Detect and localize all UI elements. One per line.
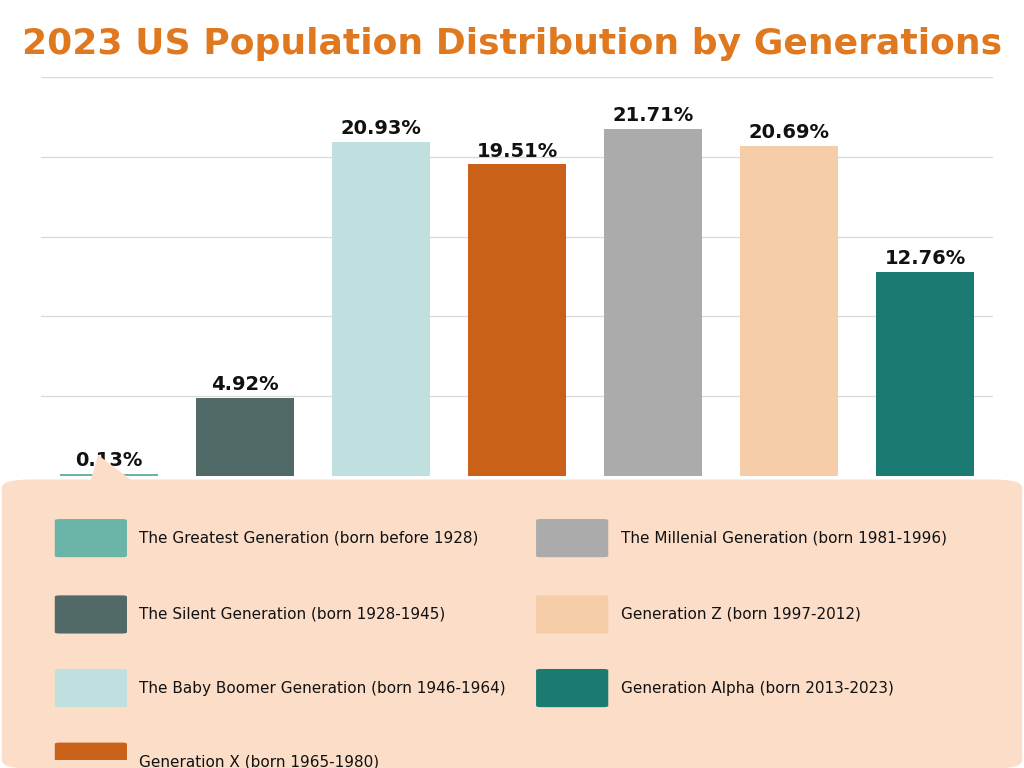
- FancyBboxPatch shape: [54, 519, 127, 558]
- Text: Generation Alpha (born 2013-2023): Generation Alpha (born 2013-2023): [621, 680, 894, 696]
- Polygon shape: [88, 455, 141, 488]
- Text: Generation Z (born 1997-2012): Generation Z (born 1997-2012): [621, 607, 860, 622]
- FancyBboxPatch shape: [54, 669, 127, 707]
- Text: 20.69%: 20.69%: [749, 123, 829, 141]
- Bar: [60, 474, 158, 476]
- Text: 20.93%: 20.93%: [341, 119, 422, 137]
- FancyBboxPatch shape: [537, 669, 608, 707]
- FancyBboxPatch shape: [537, 519, 608, 558]
- Bar: [332, 142, 430, 476]
- FancyBboxPatch shape: [537, 595, 608, 634]
- Bar: [604, 129, 702, 476]
- FancyBboxPatch shape: [54, 595, 127, 634]
- Bar: [196, 398, 294, 476]
- Text: Generation X (born 1965-1980): Generation X (born 1965-1980): [139, 754, 380, 768]
- FancyBboxPatch shape: [2, 479, 1022, 768]
- Text: The Silent Generation (born 1928-1945): The Silent Generation (born 1928-1945): [139, 607, 445, 622]
- Text: 4.92%: 4.92%: [211, 375, 279, 393]
- Text: The Millenial Generation (born 1981-1996): The Millenial Generation (born 1981-1996…: [621, 531, 947, 545]
- Text: 0.13%: 0.13%: [76, 451, 142, 470]
- Bar: [877, 273, 974, 476]
- Text: The Baby Boomer Generation (born 1946-1964): The Baby Boomer Generation (born 1946-19…: [139, 680, 506, 696]
- Text: 12.76%: 12.76%: [885, 250, 966, 268]
- Text: 2023 US Population Distribution by Generations: 2023 US Population Distribution by Gener…: [22, 27, 1002, 61]
- FancyBboxPatch shape: [54, 743, 127, 768]
- Text: 19.51%: 19.51%: [476, 141, 558, 161]
- Text: The Greatest Generation (born before 1928): The Greatest Generation (born before 192…: [139, 531, 479, 545]
- Bar: [740, 146, 839, 476]
- Bar: [468, 164, 566, 476]
- Text: 21.71%: 21.71%: [612, 106, 694, 125]
